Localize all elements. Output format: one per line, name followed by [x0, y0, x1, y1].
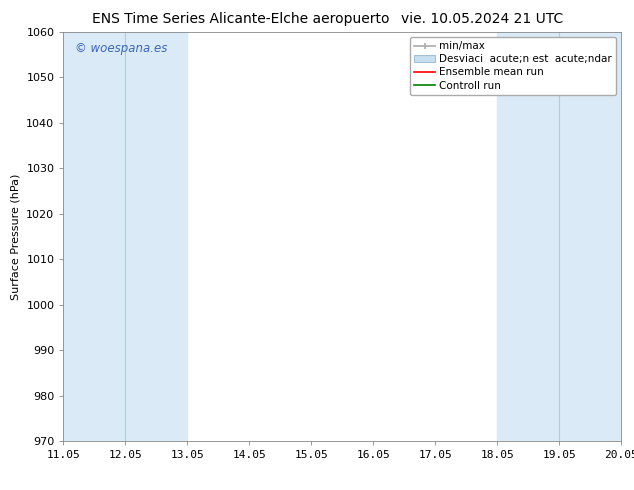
Legend: min/max, Desviaci  acute;n est  acute;ndar, Ensemble mean run, Controll run: min/max, Desviaci acute;n est acute;ndar… — [410, 37, 616, 95]
Text: vie. 10.05.2024 21 UTC: vie. 10.05.2024 21 UTC — [401, 12, 563, 26]
Text: ENS Time Series Alicante-Elche aeropuerto: ENS Time Series Alicante-Elche aeropuert… — [92, 12, 390, 26]
Text: © woespana.es: © woespana.es — [75, 42, 167, 55]
Bar — [497, 32, 621, 441]
Bar — [63, 32, 188, 441]
Y-axis label: Surface Pressure (hPa): Surface Pressure (hPa) — [11, 173, 21, 299]
